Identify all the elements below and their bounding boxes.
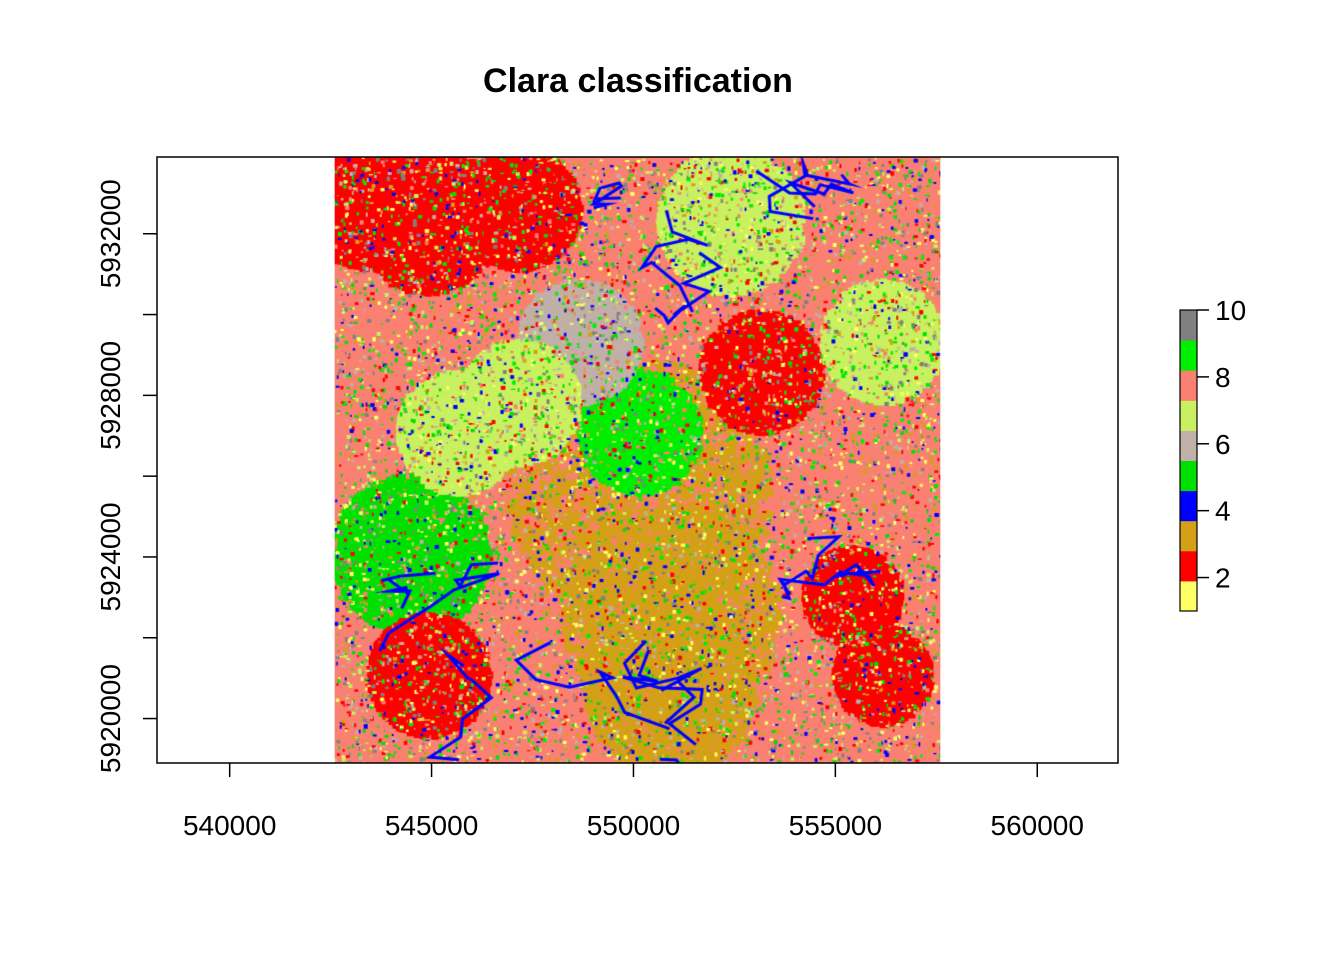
x-axis: 540000 545000 550000 555000 560000 xyxy=(183,763,1084,841)
legend-tick-label: 2 xyxy=(1215,563,1231,594)
legend-frame xyxy=(1179,309,1198,612)
x-tick-label: 555000 xyxy=(789,810,882,841)
legend-swatch-2 xyxy=(1180,550,1197,582)
legend-tick-label: 10 xyxy=(1215,295,1246,326)
classification-raster xyxy=(334,157,941,763)
legend-swatch-1 xyxy=(1180,580,1197,612)
raster-image xyxy=(334,157,941,763)
x-tick-label: 545000 xyxy=(385,810,478,841)
x-tick-label: 550000 xyxy=(587,810,680,841)
y-tick-label: 5928000 xyxy=(95,341,126,450)
x-tick-label: 540000 xyxy=(183,810,276,841)
legend-swatch-8 xyxy=(1180,370,1197,401)
legend-swatch-7 xyxy=(1180,400,1197,431)
legend-swatch-6 xyxy=(1180,430,1197,461)
y-tick-label: 5932000 xyxy=(95,179,126,288)
y-axis: 5920000 5924000 5928000 5932000 xyxy=(95,179,157,773)
chart-title: Clara classification xyxy=(483,62,793,100)
legend-tick-label: 4 xyxy=(1215,496,1231,527)
legend-swatch-5 xyxy=(1180,460,1197,492)
legend-swatch-3 xyxy=(1180,520,1197,552)
y-tick-label: 5924000 xyxy=(95,502,126,611)
color-legend: 2 4 6 8 10 xyxy=(1179,295,1246,612)
legend-swatch-9 xyxy=(1180,340,1197,371)
y-tick-label: 5920000 xyxy=(95,664,126,773)
legend-tick-label: 8 xyxy=(1215,362,1231,393)
legend-swatch-10 xyxy=(1180,310,1197,341)
legend-swatch-4 xyxy=(1180,490,1197,522)
x-tick-label: 560000 xyxy=(991,810,1084,841)
plot-frame xyxy=(156,156,1119,764)
legend-tick-label: 6 xyxy=(1215,429,1231,460)
